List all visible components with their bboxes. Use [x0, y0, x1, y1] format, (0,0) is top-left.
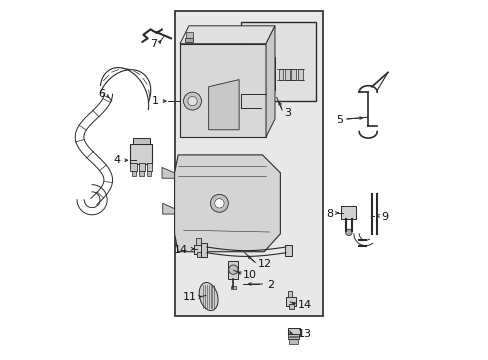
Bar: [147, 163, 152, 171]
Bar: [287, 334, 298, 339]
Polygon shape: [162, 167, 174, 178]
Text: 11: 11: [183, 292, 197, 302]
Bar: [341, 206, 355, 220]
Bar: [194, 244, 204, 253]
Text: 6: 6: [98, 89, 105, 99]
Bar: [132, 138, 149, 144]
Polygon shape: [163, 203, 174, 214]
Ellipse shape: [199, 283, 218, 311]
Text: 1: 1: [151, 96, 158, 106]
Text: 4: 4: [113, 155, 121, 165]
Bar: [139, 163, 145, 171]
Bar: [201, 243, 206, 257]
Bar: [139, 171, 144, 176]
Text: 12: 12: [257, 259, 271, 269]
Polygon shape: [174, 155, 280, 252]
Polygon shape: [208, 80, 239, 130]
Bar: [185, 38, 193, 42]
Bar: [241, 22, 316, 101]
Text: 9: 9: [381, 212, 388, 221]
Bar: [287, 328, 300, 335]
Bar: [285, 69, 289, 80]
Text: 10: 10: [243, 270, 257, 280]
Bar: [130, 163, 137, 171]
Bar: [230, 286, 235, 289]
Bar: [285, 297, 296, 306]
Bar: [287, 291, 292, 297]
Text: 7: 7: [149, 40, 157, 49]
Bar: [278, 69, 283, 80]
Bar: [185, 32, 192, 38]
Text: 13: 13: [298, 329, 312, 339]
Bar: [130, 144, 152, 164]
Text: 8: 8: [325, 209, 332, 219]
Bar: [288, 338, 298, 343]
Text: 14: 14: [174, 244, 188, 255]
Bar: [288, 305, 293, 309]
Polygon shape: [180, 26, 274, 44]
Text: 5: 5: [335, 115, 342, 125]
Text: 2: 2: [266, 280, 273, 290]
Circle shape: [228, 265, 238, 274]
Bar: [285, 245, 292, 256]
Circle shape: [187, 96, 197, 106]
Bar: [196, 238, 201, 245]
Bar: [291, 69, 296, 80]
Circle shape: [214, 199, 224, 208]
Bar: [174, 12, 323, 316]
Bar: [247, 57, 274, 90]
Text: 14: 14: [297, 300, 311, 310]
Bar: [197, 252, 202, 257]
Bar: [297, 69, 302, 80]
Circle shape: [183, 92, 201, 110]
Circle shape: [254, 70, 261, 76]
Circle shape: [210, 194, 228, 212]
Circle shape: [251, 67, 264, 80]
Bar: [131, 171, 136, 176]
Bar: [228, 261, 238, 279]
Polygon shape: [180, 44, 265, 137]
Polygon shape: [265, 26, 274, 137]
Circle shape: [345, 229, 351, 235]
Text: 3: 3: [284, 108, 290, 118]
Bar: [147, 171, 150, 176]
